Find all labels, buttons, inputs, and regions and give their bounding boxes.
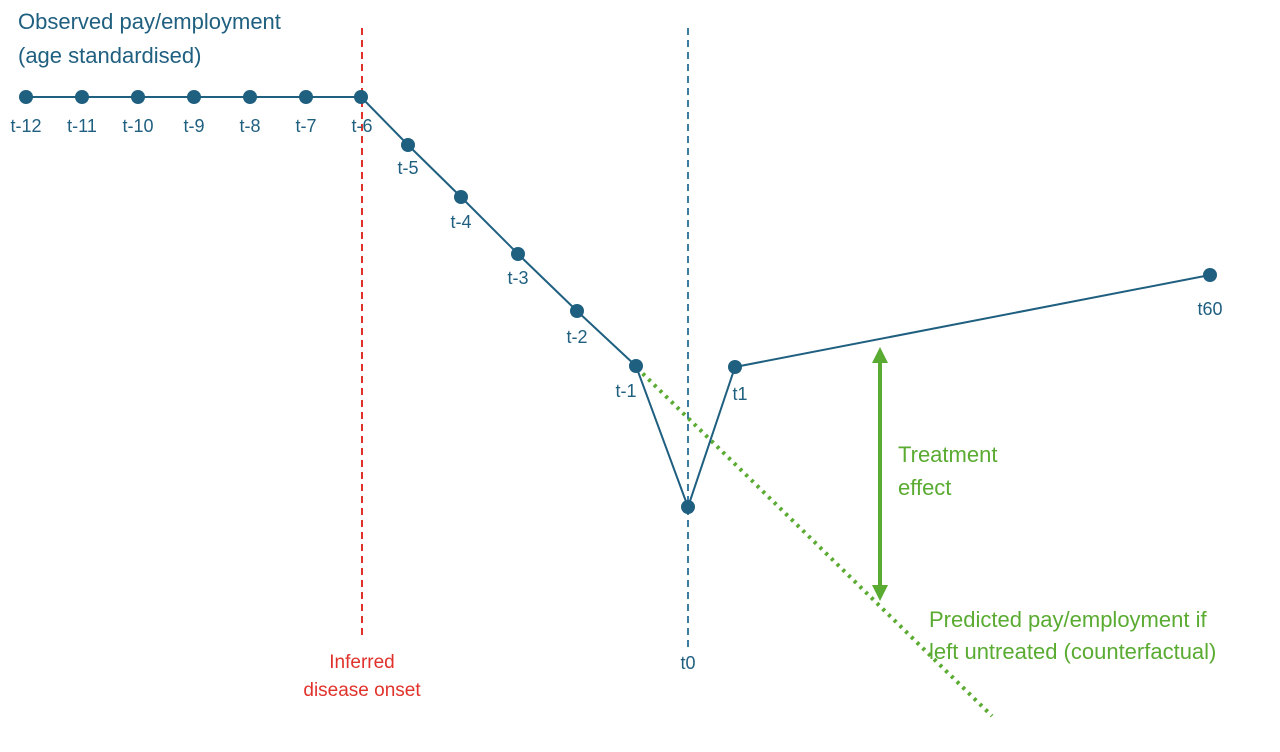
- node-t-12: [19, 90, 33, 104]
- node-t-4: [454, 190, 468, 204]
- node-label-t-5: t-5: [397, 158, 418, 178]
- node-t-1: [629, 359, 643, 373]
- onset-label-line-1: Inferred: [329, 652, 394, 673]
- counterfactual-label-line-2: left untreated (counterfactual): [929, 639, 1216, 664]
- node-label-t-1: t-1: [615, 381, 636, 401]
- observed-node-labels: t-12 t-11 t-10 t-9 t-8 t-7 t-6 t-5 t-4 t-3 t-2 t-1 t…: [10, 116, 1222, 404]
- node-label-t-4: t-4: [450, 212, 471, 232]
- node-label-t-12: t-12: [10, 116, 41, 136]
- title-line-1: Observed pay/employment: [18, 9, 281, 34]
- node-t-8: [243, 90, 257, 104]
- t0-label: t0: [680, 653, 695, 673]
- node-t-11: [75, 90, 89, 104]
- node-t1: [728, 360, 742, 374]
- onset-label-line-2: disease onset: [303, 680, 421, 701]
- node-t-5: [401, 138, 415, 152]
- node-label-t-6: t-6: [351, 116, 372, 136]
- observed-path: [26, 96, 1211, 508]
- node-t-6: [354, 90, 368, 104]
- node-label-t-9: t-9: [183, 116, 204, 136]
- node-label-t-7: t-7: [295, 116, 316, 136]
- treatment-effect-label-line-2: effect: [898, 475, 951, 500]
- node-label-t-3: t-3: [507, 268, 528, 288]
- node-label-t-8: t-8: [239, 116, 260, 136]
- node-t60: [1203, 268, 1217, 282]
- node-t-10: [131, 90, 145, 104]
- node-t0: [681, 500, 695, 514]
- observed-path-line: [26, 96, 1211, 508]
- observed-nodes: [19, 90, 1217, 514]
- node-t-9: [187, 90, 201, 104]
- node-label-t1: t1: [732, 384, 747, 404]
- node-t-7: [299, 90, 313, 104]
- node-label-t-2: t-2: [566, 327, 587, 347]
- node-t-3: [511, 247, 525, 261]
- node-label-t60: t60: [1197, 299, 1222, 319]
- node-t-2: [570, 304, 584, 318]
- counterfactual-line: [635, 366, 994, 718]
- node-label-t-10: t-10: [122, 116, 153, 136]
- treatment-effect-label-line-1: Treatment: [898, 442, 997, 467]
- node-label-t-11: t-11: [67, 116, 97, 136]
- title-line-2: (age standardised): [18, 43, 201, 68]
- counterfactual-label-line-1: Predicted pay/employment if: [929, 607, 1207, 632]
